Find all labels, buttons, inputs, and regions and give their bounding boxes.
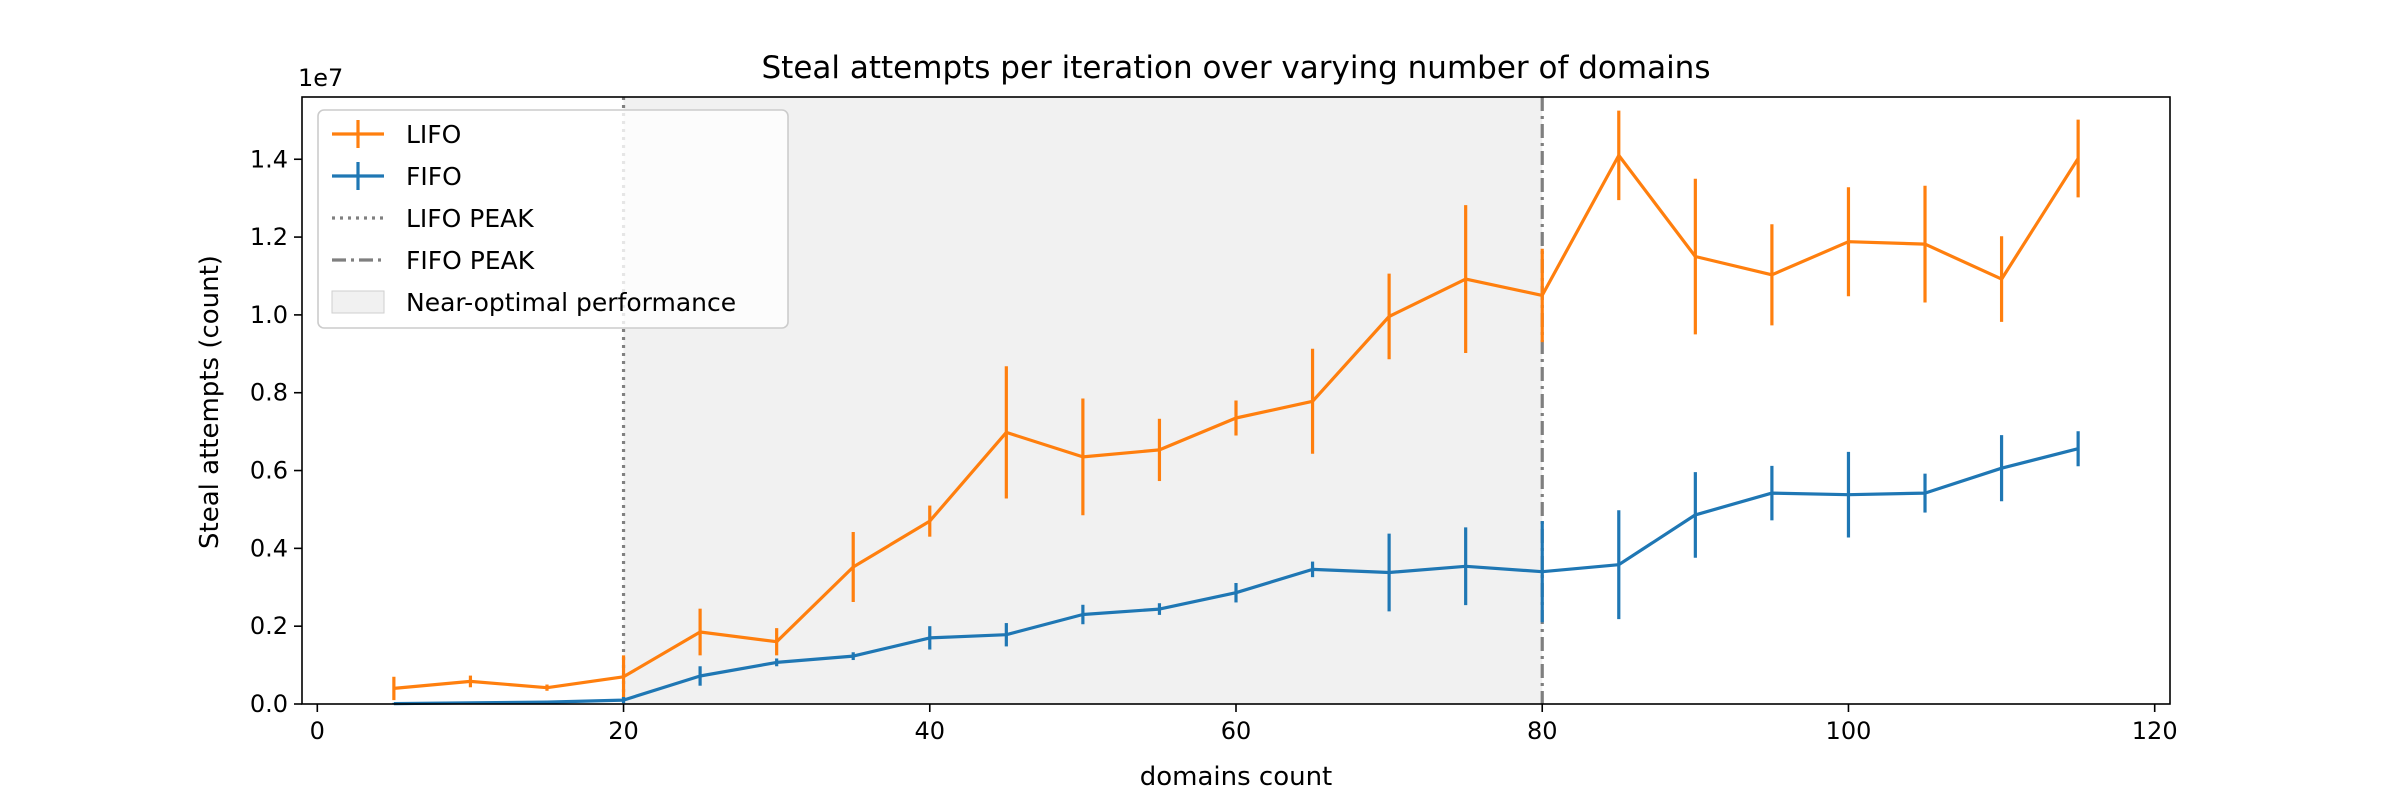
y-tick-label: 0.2 xyxy=(250,612,288,640)
y-tick-label: 0.6 xyxy=(250,457,288,485)
y-tick-label: 1.4 xyxy=(250,145,288,173)
y-tick-label: 1.0 xyxy=(250,301,288,329)
x-axis: 0 20 40 60 80 100 120 xyxy=(310,704,2178,745)
series-fifo xyxy=(392,431,2080,706)
legend-patch-near-optimal-performance xyxy=(331,290,385,314)
x-axis-label: domains count xyxy=(1140,762,1333,792)
y-axis-label: Steal attempts (count) xyxy=(195,255,225,549)
legend-label-fifo-peak: FIFO PEAK xyxy=(406,246,535,275)
y-tick-label: 0.0 xyxy=(250,690,288,718)
x-tick-label: 100 xyxy=(1826,717,1872,745)
x-tick-label: 80 xyxy=(1527,717,1558,745)
legend-label-fifo: FIFO xyxy=(406,162,462,191)
y-axis-offset-label: 1e7 xyxy=(298,64,343,92)
x-tick-label: 0 xyxy=(310,717,325,745)
legend: LIFO FIFO LIFO PEAK FIFO PEAK Near-optimal p… xyxy=(317,109,789,329)
chart-title: Steal attempts per iteration over varyin… xyxy=(762,50,1711,86)
x-tick-label: 20 xyxy=(608,717,639,745)
y-tick-label: 0.4 xyxy=(250,534,288,562)
legend-label-near-optimal-performance: Near-optimal performance xyxy=(406,288,736,317)
series-layer xyxy=(392,110,2080,706)
y-axis: 0.0 0.2 0.4 0.6 0.8 1.0 1.2 1.4 xyxy=(250,145,302,718)
series-lifo xyxy=(392,110,2080,701)
legend-label-lifo: LIFO xyxy=(406,120,461,149)
x-tick-label: 40 xyxy=(914,717,945,745)
y-tick-label: 1.2 xyxy=(250,223,288,251)
legend-box xyxy=(317,109,789,329)
legend-label-lifo-peak: LIFO PEAK xyxy=(406,204,534,233)
x-tick-label: 120 xyxy=(2132,717,2178,745)
y-tick-label: 0.8 xyxy=(250,379,288,407)
x-tick-label: 60 xyxy=(1221,717,1252,745)
